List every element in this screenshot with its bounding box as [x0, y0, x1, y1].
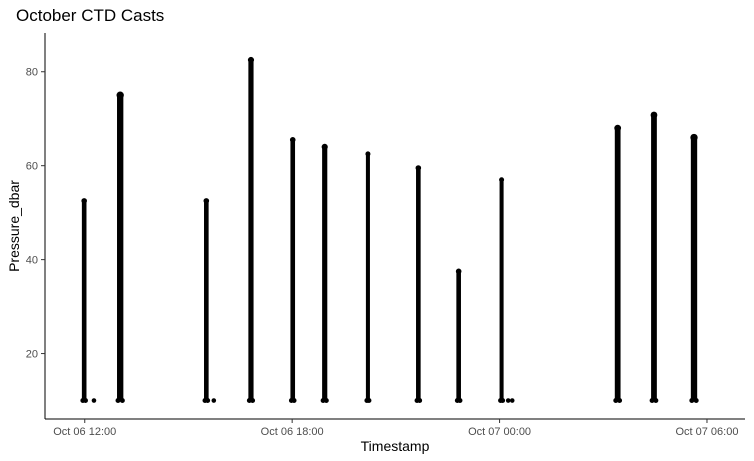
y-axis-title: Pressure_dbar — [6, 180, 22, 272]
cast-max-pressure-point — [289, 137, 296, 143]
y-tick-label: 20 — [26, 349, 38, 361]
cast-surface-point — [617, 398, 623, 404]
cast-1 — [80, 198, 88, 404]
cast-max-pressure-point — [203, 198, 210, 204]
cast-max-pressure-point — [81, 198, 87, 204]
cast-6 — [320, 143, 329, 404]
cast-profile-points — [416, 168, 421, 401]
cast-max-pressure-point — [321, 143, 328, 150]
cast-5 — [288, 137, 297, 404]
cast-max-pressure-point — [499, 177, 505, 183]
cast-profile-points — [204, 200, 209, 401]
cast-7 — [364, 151, 372, 404]
cast-surface-point — [323, 398, 329, 404]
cast-surface-point — [115, 398, 121, 404]
cast-profile-points — [81, 200, 87, 401]
cast-surface-point — [649, 398, 655, 404]
cast-profile-points — [117, 95, 124, 401]
cast-3 — [202, 198, 211, 404]
cast-surface-point — [500, 398, 506, 404]
cast-profile-points — [651, 114, 657, 401]
cast-profile-points — [690, 137, 698, 401]
cast-surface-point — [693, 398, 699, 404]
cast-12 — [649, 111, 659, 404]
cast-max-pressure-point — [116, 91, 124, 99]
cast-4 — [246, 56, 256, 404]
stray-data-point — [211, 398, 217, 403]
plot-area — [80, 56, 699, 404]
cast-8 — [414, 165, 423, 404]
x-tick-label: Oct 06 18:00 — [261, 426, 324, 438]
cast-max-pressure-point — [690, 133, 698, 142]
stray-data-point — [505, 398, 511, 403]
cast-profile-points — [322, 146, 328, 401]
cast-13 — [689, 133, 699, 404]
cast-max-pressure-point — [247, 56, 255, 64]
cast-surface-point — [457, 398, 463, 404]
chart-title: October CTD Casts — [16, 6, 164, 25]
x-axis-title: Timestamp — [361, 438, 430, 454]
cast-profile-points — [456, 271, 461, 401]
cast-11 — [613, 124, 623, 404]
cast-max-pressure-point — [365, 151, 371, 157]
y-axis-ticks: 20 40 60 80 — [26, 67, 45, 361]
cast-2 — [115, 91, 125, 404]
cast-surface-point — [613, 398, 619, 404]
cast-max-pressure-point — [415, 165, 422, 171]
x-tick-label: Oct 07 00:00 — [468, 426, 531, 438]
y-tick-label: 80 — [26, 67, 38, 79]
cast-profile-points — [614, 128, 621, 401]
x-axis-ticks: Oct 06 12:00 Oct 06 18:00 Oct 07 00:00 Oct … — [53, 419, 738, 438]
cast-max-pressure-point — [614, 124, 622, 132]
cast-surface-point — [119, 398, 125, 404]
cast-surface-point — [366, 398, 372, 404]
cast-surface-point — [205, 398, 211, 404]
cast-profile-points — [248, 60, 254, 401]
cast-10 — [498, 177, 506, 404]
cast-max-pressure-point — [455, 268, 462, 275]
cast-9 — [454, 268, 463, 404]
cast-surface-point — [82, 398, 88, 404]
cast-surface-point — [417, 398, 423, 404]
y-tick-label: 60 — [26, 161, 38, 173]
cast-profile-points — [290, 139, 296, 401]
x-tick-label: Oct 06 12:00 — [53, 426, 116, 438]
cast-surface-point — [291, 398, 297, 404]
x-tick-label: Oct 07 06:00 — [675, 426, 738, 438]
stray-data-point — [509, 398, 515, 403]
stray-data-point — [91, 398, 97, 403]
cast-surface-point — [250, 398, 256, 404]
cast-surface-point — [689, 398, 695, 404]
cast-surface-point — [653, 398, 659, 404]
y-tick-label: 40 — [26, 255, 38, 267]
cast-profile-points — [365, 153, 370, 401]
cast-max-pressure-point — [650, 111, 658, 119]
cast-profile-points — [499, 179, 504, 401]
